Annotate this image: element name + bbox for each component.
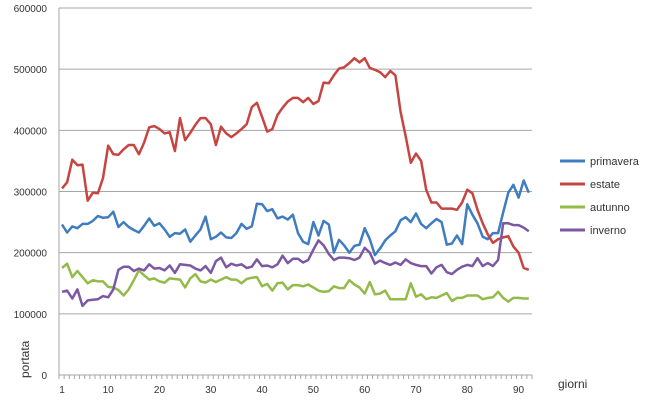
series-lines: [60, 56, 530, 308]
x-tick-label: 30: [205, 385, 217, 396]
y-tick-label: 0: [41, 371, 47, 382]
y-axis-label: portata: [18, 340, 32, 378]
x-axis-label: giorni: [558, 377, 587, 391]
legend: primavera estate autunno inverno: [560, 156, 640, 237]
y-tick-label: 200000: [14, 249, 48, 260]
series-line-autunno: [61, 262, 529, 303]
legend-label-primavera: primavera: [590, 156, 640, 168]
x-tick-label: 70: [410, 385, 422, 396]
legend-label-autunno: autunno: [590, 202, 630, 214]
x-tick-label: 1: [59, 385, 65, 396]
series-line-inverno: [61, 222, 530, 308]
x-tick-label: 20: [154, 385, 166, 396]
y-tick-label: 300000: [14, 188, 48, 199]
x-tick-label: 10: [103, 385, 115, 396]
series-line-primavera: [60, 179, 530, 257]
y-tick-label: 500000: [14, 65, 48, 76]
x-tick-label: 60: [359, 385, 371, 396]
x-tick-label: 40: [257, 385, 269, 396]
gridlines: [59, 7, 532, 315]
x-tick-label: 80: [462, 385, 474, 396]
x-tick-label: 50: [308, 385, 320, 396]
legend-label-inverno: inverno: [590, 225, 626, 237]
legend-label-estate: estate: [590, 179, 620, 191]
y-tick-label: 600000: [14, 4, 48, 15]
series-line-estate: [61, 56, 530, 271]
x-tick-label: 90: [513, 385, 525, 396]
y-tick-label: 400000: [14, 126, 48, 137]
axes: 0 100000 200000 300000 400000 500000 600000 1 10…: [14, 4, 533, 396]
y-tick-label: 100000: [14, 310, 48, 321]
